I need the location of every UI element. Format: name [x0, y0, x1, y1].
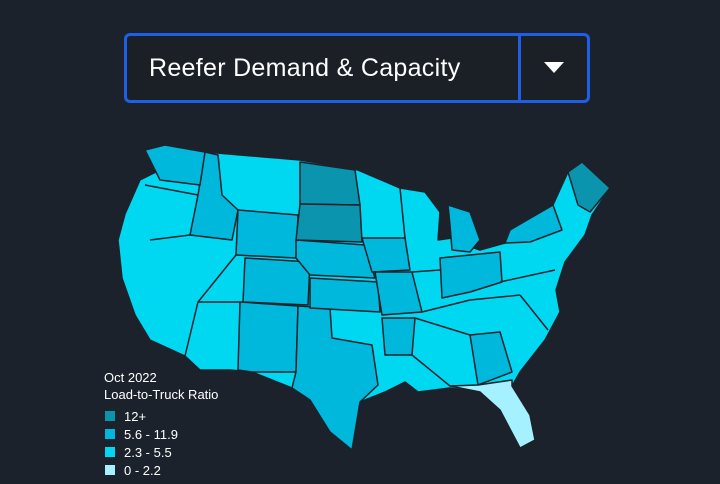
state-borders: [144, 184, 556, 387]
legend-subtitle: Load-to-Truck Ratio: [104, 387, 219, 402]
new-mexico: [237, 301, 299, 373]
dropdown-label: Reefer Demand & Capacity: [149, 54, 461, 82]
georgia: [469, 331, 513, 386]
legend-swatch: [105, 465, 115, 475]
arkansas: [381, 317, 416, 356]
legend-label: 0 - 2.2: [124, 462, 161, 478]
south-dakota: [295, 203, 363, 243]
wyoming: [235, 209, 299, 259]
legend-item: 5.6 - 11.9: [105, 425, 218, 443]
florida: [449, 379, 536, 449]
texas: [291, 305, 379, 451]
legend-swatch: [105, 411, 115, 421]
washington: [144, 144, 206, 186]
nebraska: [295, 239, 376, 279]
michigan: [447, 204, 481, 253]
legend-title: Oct 2022: [104, 370, 157, 385]
legend-items: 12+ 5.6 - 11.9 2.3 - 5.5 0 - 2.2: [104, 407, 218, 479]
legend-label: 5.6 - 11.9: [124, 426, 178, 442]
caret-icon: [544, 62, 564, 73]
colorado: [242, 257, 311, 306]
legend-label: 12+: [124, 408, 147, 424]
dropdown[interactable]: Reefer Demand & Capacity: [124, 33, 590, 103]
maine: [567, 161, 611, 213]
dropdown-toggle[interactable]: [518, 36, 587, 100]
new-york: [504, 204, 563, 244]
iowa: [361, 237, 411, 273]
legend: Oct 2022 Load-to-Truck Ratio 12+ 5.6 - 11…: [104, 369, 218, 479]
legend-swatch: [105, 429, 115, 439]
kansas: [309, 277, 381, 313]
ohio-indiana: [439, 251, 503, 299]
legend-item: 12+: [105, 407, 218, 425]
legend-swatch: [105, 447, 115, 457]
legend-item: 2.3 - 5.5: [105, 443, 218, 461]
legend-label: 2.3 - 5.5: [124, 444, 172, 460]
legend-item: 0 - 2.2: [105, 461, 218, 479]
